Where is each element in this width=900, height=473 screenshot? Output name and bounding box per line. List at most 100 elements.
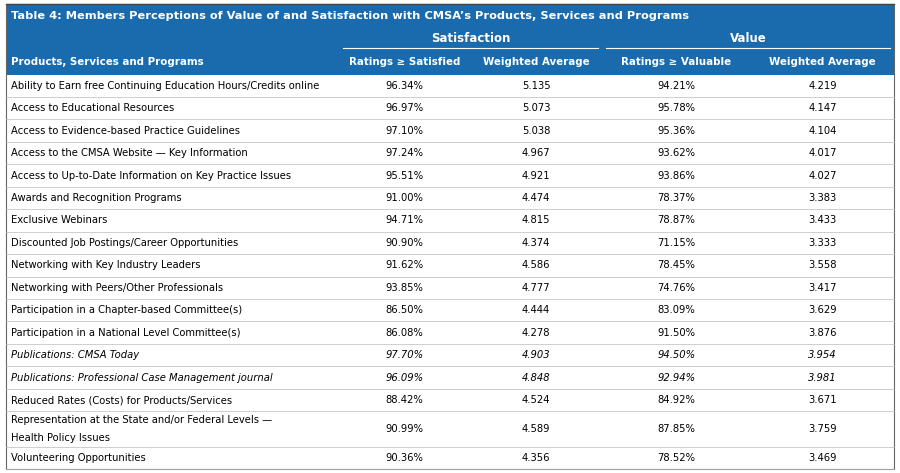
Text: 91.62%: 91.62% bbox=[385, 260, 424, 271]
Text: Networking with Key Industry Leaders: Networking with Key Industry Leaders bbox=[11, 260, 201, 271]
Text: 92.94%: 92.94% bbox=[657, 373, 696, 383]
Text: 88.42%: 88.42% bbox=[386, 395, 424, 405]
Text: 97.24%: 97.24% bbox=[386, 148, 424, 158]
Bar bbox=[6, 254, 894, 277]
Text: 3.759: 3.759 bbox=[808, 424, 837, 434]
Text: 4.903: 4.903 bbox=[522, 350, 551, 360]
Text: Reduced Rates (Costs) for Products/Services: Reduced Rates (Costs) for Products/Servi… bbox=[11, 395, 232, 405]
Text: Exclusive Webinars: Exclusive Webinars bbox=[11, 216, 107, 226]
Text: 3.876: 3.876 bbox=[808, 328, 837, 338]
Text: 4.219: 4.219 bbox=[808, 81, 837, 91]
Text: 5.073: 5.073 bbox=[522, 103, 551, 113]
Text: 84.92%: 84.92% bbox=[658, 395, 696, 405]
Text: 94.21%: 94.21% bbox=[657, 81, 696, 91]
Bar bbox=[6, 389, 894, 412]
Bar bbox=[6, 209, 894, 232]
Text: 4.147: 4.147 bbox=[808, 103, 837, 113]
Text: 3.671: 3.671 bbox=[808, 395, 837, 405]
Text: Representation at the State and/or Federal Levels —: Representation at the State and/or Feder… bbox=[11, 415, 272, 425]
Text: 83.09%: 83.09% bbox=[658, 305, 696, 315]
Text: Ability to Earn free Continuing Education Hours/Credits online: Ability to Earn free Continuing Educatio… bbox=[11, 81, 320, 91]
Text: 4.967: 4.967 bbox=[522, 148, 551, 158]
Text: 3.433: 3.433 bbox=[808, 216, 837, 226]
Text: 94.71%: 94.71% bbox=[386, 216, 424, 226]
Text: 91.50%: 91.50% bbox=[657, 328, 696, 338]
Text: 4.777: 4.777 bbox=[522, 283, 551, 293]
Bar bbox=[6, 49, 894, 75]
Text: 94.50%: 94.50% bbox=[657, 350, 696, 360]
Text: Access to Up-to-Date Information on Key Practice Issues: Access to Up-to-Date Information on Key … bbox=[11, 171, 291, 181]
Bar bbox=[6, 299, 894, 322]
Text: 4.474: 4.474 bbox=[522, 193, 550, 203]
Text: 95.36%: 95.36% bbox=[657, 126, 696, 136]
Text: 90.90%: 90.90% bbox=[386, 238, 424, 248]
Text: Ratings ≥ Valuable: Ratings ≥ Valuable bbox=[621, 57, 732, 67]
Text: 74.76%: 74.76% bbox=[657, 283, 696, 293]
Text: 4.356: 4.356 bbox=[522, 453, 551, 463]
Text: 4.278: 4.278 bbox=[522, 328, 551, 338]
Text: Weighted Average: Weighted Average bbox=[482, 57, 590, 67]
Bar bbox=[6, 187, 894, 209]
Text: 3.558: 3.558 bbox=[808, 260, 837, 271]
Text: 5.135: 5.135 bbox=[522, 81, 551, 91]
Bar bbox=[6, 142, 894, 164]
Text: 96.09%: 96.09% bbox=[385, 373, 424, 383]
Bar bbox=[6, 75, 894, 97]
Text: 78.37%: 78.37% bbox=[658, 193, 696, 203]
Text: 3.333: 3.333 bbox=[808, 238, 837, 248]
Text: 4.017: 4.017 bbox=[808, 148, 837, 158]
Text: 4.444: 4.444 bbox=[522, 305, 550, 315]
Bar bbox=[6, 120, 894, 142]
Text: Value: Value bbox=[730, 32, 766, 45]
Text: 86.08%: 86.08% bbox=[386, 328, 424, 338]
Text: Participation in a Chapter-based Committee(s): Participation in a Chapter-based Committ… bbox=[11, 305, 242, 315]
Bar bbox=[6, 344, 894, 367]
Text: 87.85%: 87.85% bbox=[658, 424, 696, 434]
Text: 5.038: 5.038 bbox=[522, 126, 550, 136]
Text: 4.374: 4.374 bbox=[522, 238, 550, 248]
Bar bbox=[6, 4, 894, 27]
Text: 4.848: 4.848 bbox=[522, 373, 551, 383]
Bar bbox=[6, 447, 894, 469]
Text: 3.981: 3.981 bbox=[808, 373, 837, 383]
Text: Access to Educational Resources: Access to Educational Resources bbox=[11, 103, 175, 113]
Text: 3.469: 3.469 bbox=[808, 453, 837, 463]
Text: Publications: Professional Case Management journal: Publications: Professional Case Manageme… bbox=[11, 373, 273, 383]
Text: 97.10%: 97.10% bbox=[386, 126, 424, 136]
Text: Products, Services and Programs: Products, Services and Programs bbox=[11, 57, 203, 67]
Text: 4.589: 4.589 bbox=[522, 424, 551, 434]
Text: 93.86%: 93.86% bbox=[658, 171, 696, 181]
Text: 3.954: 3.954 bbox=[808, 350, 837, 360]
Bar bbox=[6, 277, 894, 299]
Text: 3.417: 3.417 bbox=[808, 283, 837, 293]
Text: Volunteering Opportunities: Volunteering Opportunities bbox=[11, 453, 146, 463]
Text: 93.62%: 93.62% bbox=[657, 148, 696, 158]
Text: 78.52%: 78.52% bbox=[657, 453, 696, 463]
Text: 4.027: 4.027 bbox=[808, 171, 837, 181]
Text: 78.87%: 78.87% bbox=[658, 216, 696, 226]
Text: Discounted Job Postings/Career Opportunities: Discounted Job Postings/Career Opportuni… bbox=[11, 238, 238, 248]
Bar bbox=[6, 322, 894, 344]
Text: 95.78%: 95.78% bbox=[657, 103, 696, 113]
Bar bbox=[6, 97, 894, 120]
Text: Awards and Recognition Programs: Awards and Recognition Programs bbox=[11, 193, 182, 203]
Text: 90.99%: 90.99% bbox=[386, 424, 424, 434]
Bar bbox=[6, 27, 894, 49]
Text: 96.34%: 96.34% bbox=[386, 81, 424, 91]
Text: 4.104: 4.104 bbox=[808, 126, 837, 136]
Text: Access to Evidence-based Practice Guidelines: Access to Evidence-based Practice Guidel… bbox=[11, 126, 240, 136]
Bar bbox=[6, 367, 894, 389]
Text: 3.629: 3.629 bbox=[808, 305, 837, 315]
Text: Ratings ≥ Satisfied: Ratings ≥ Satisfied bbox=[349, 57, 461, 67]
Text: Access to the CMSA Website — Key Information: Access to the CMSA Website — Key Informa… bbox=[11, 148, 248, 158]
Text: 4.586: 4.586 bbox=[522, 260, 551, 271]
Text: 97.70%: 97.70% bbox=[385, 350, 424, 360]
Text: Table 4: Members Perceptions of Value of and Satisfaction with CMSA’s Products, : Table 4: Members Perceptions of Value of… bbox=[11, 11, 689, 21]
Text: Participation in a National Level Committee(s): Participation in a National Level Commit… bbox=[11, 328, 240, 338]
Text: 90.36%: 90.36% bbox=[386, 453, 424, 463]
Text: Weighted Average: Weighted Average bbox=[770, 57, 876, 67]
Bar bbox=[6, 164, 894, 187]
Text: 96.97%: 96.97% bbox=[385, 103, 424, 113]
Text: 86.50%: 86.50% bbox=[386, 305, 424, 315]
Text: 3.383: 3.383 bbox=[808, 193, 837, 203]
